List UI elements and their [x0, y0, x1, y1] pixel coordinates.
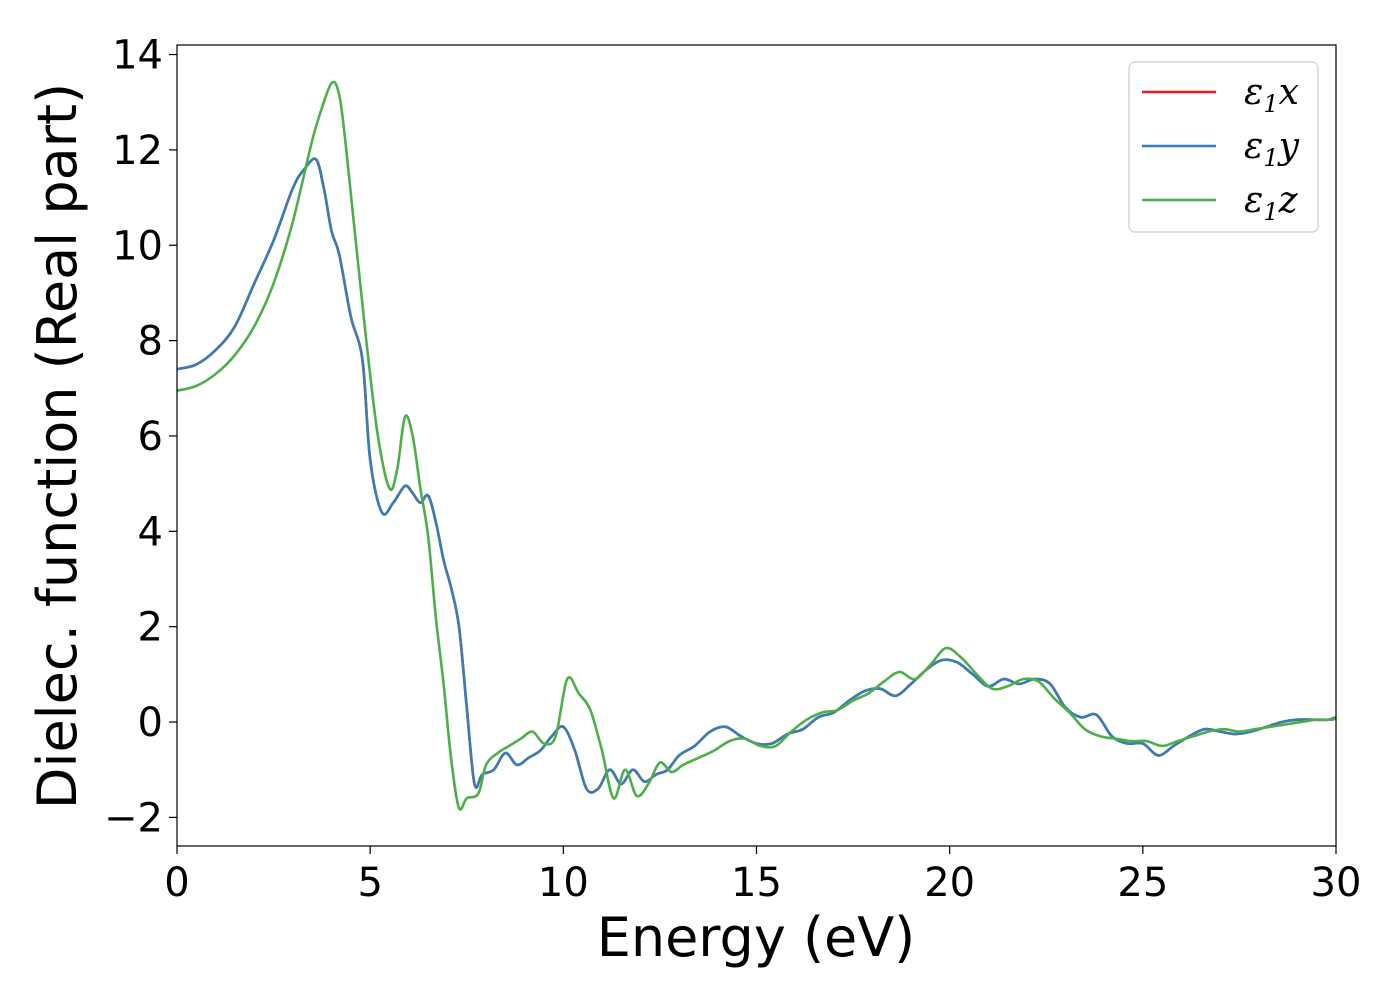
series-layer	[176, 80, 1337, 811]
x-axis-ticks: 0 5 10 15 20 25 30	[164, 846, 1361, 906]
y-tick-label: 0	[138, 700, 163, 746]
series-line-z	[176, 80, 1337, 811]
series-line-y	[176, 157, 1337, 794]
legend-box	[1128, 61, 1319, 233]
legend-label-z: ε1z	[1244, 180, 1299, 226]
y-tick-label: 14	[112, 33, 163, 79]
x-tick-label: 5	[357, 860, 382, 906]
y-tick-label: 2	[138, 605, 163, 651]
x-tick-label: 10	[538, 860, 589, 906]
x-axis-title: Energy (eV)	[597, 906, 916, 969]
x-tick-label: 25	[1117, 860, 1168, 906]
series-line-x	[176, 157, 1337, 794]
x-tick-label: 15	[731, 860, 782, 906]
y-tick-label: 10	[112, 223, 163, 269]
y-axis-ticks: −2 0 2 4 6 8 10 12 14	[104, 33, 177, 841]
y-tick-label: −2	[104, 795, 163, 841]
y-axis-title: Dielec. function (Real part)	[26, 83, 89, 809]
legend-label-x: ε1x	[1244, 72, 1299, 118]
y-tick-label: 12	[112, 128, 163, 174]
x-tick-label: 30	[1311, 860, 1362, 906]
legend: ε1x ε1y ε1z	[1128, 61, 1319, 233]
legend-label-y: ε1y	[1244, 126, 1300, 172]
y-tick-label: 6	[138, 414, 163, 460]
y-tick-label: 4	[138, 509, 163, 555]
x-tick-label: 20	[924, 860, 975, 906]
x-tick-label: 0	[164, 860, 189, 906]
y-tick-label: 8	[138, 319, 163, 365]
